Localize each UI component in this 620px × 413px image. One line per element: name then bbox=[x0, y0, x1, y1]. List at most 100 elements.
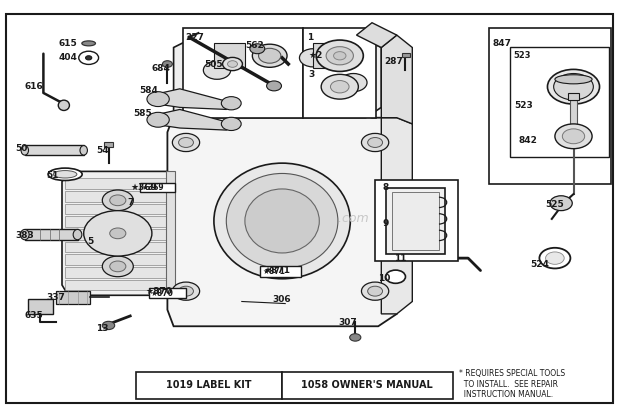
Circle shape bbox=[350, 334, 361, 341]
Text: 227: 227 bbox=[185, 33, 203, 42]
Text: 13: 13 bbox=[96, 324, 108, 333]
Ellipse shape bbox=[245, 189, 319, 253]
Bar bbox=[260, 266, 301, 277]
Circle shape bbox=[555, 124, 592, 149]
Circle shape bbox=[221, 117, 241, 131]
Text: 505: 505 bbox=[205, 59, 223, 69]
Text: 1058 OWNER'S MANUAL: 1058 OWNER'S MANUAL bbox=[301, 380, 433, 390]
Circle shape bbox=[179, 286, 193, 296]
Text: 616: 616 bbox=[25, 82, 43, 91]
Circle shape bbox=[562, 129, 585, 144]
Circle shape bbox=[259, 48, 281, 63]
Polygon shape bbox=[167, 116, 397, 326]
Circle shape bbox=[223, 57, 242, 71]
Bar bbox=[313, 43, 344, 68]
Circle shape bbox=[267, 81, 281, 91]
Bar bbox=[570, 100, 577, 136]
Text: 524: 524 bbox=[530, 260, 549, 269]
Bar bbox=[375, 180, 458, 261]
Bar bbox=[183, 28, 303, 118]
Text: ★369: ★369 bbox=[141, 183, 164, 192]
Text: 51: 51 bbox=[46, 171, 59, 180]
Text: 337: 337 bbox=[46, 293, 65, 302]
Text: 383: 383 bbox=[16, 231, 34, 240]
Circle shape bbox=[172, 282, 200, 300]
Ellipse shape bbox=[80, 145, 87, 155]
Circle shape bbox=[340, 74, 367, 92]
Ellipse shape bbox=[58, 100, 69, 110]
Bar bbox=[166, 171, 175, 295]
Text: 306: 306 bbox=[273, 295, 291, 304]
Text: 523: 523 bbox=[515, 101, 533, 110]
Circle shape bbox=[539, 248, 570, 268]
Bar bbox=[65, 254, 170, 265]
Circle shape bbox=[162, 61, 172, 67]
Bar bbox=[303, 28, 376, 118]
Text: ★369: ★369 bbox=[130, 183, 157, 192]
Ellipse shape bbox=[214, 163, 350, 279]
Circle shape bbox=[321, 74, 358, 99]
Circle shape bbox=[110, 228, 126, 239]
Ellipse shape bbox=[20, 230, 29, 240]
Circle shape bbox=[84, 211, 152, 256]
Circle shape bbox=[361, 133, 389, 152]
Text: ★871: ★871 bbox=[262, 267, 285, 276]
Circle shape bbox=[228, 61, 237, 67]
Circle shape bbox=[110, 195, 126, 206]
Polygon shape bbox=[152, 89, 236, 109]
Text: 287: 287 bbox=[384, 57, 403, 66]
Ellipse shape bbox=[555, 75, 592, 84]
Circle shape bbox=[386, 270, 405, 283]
Circle shape bbox=[546, 252, 564, 264]
Bar bbox=[136, 372, 282, 399]
Bar bbox=[282, 372, 453, 399]
Circle shape bbox=[203, 61, 231, 79]
Bar bbox=[65, 229, 170, 240]
Bar bbox=[28, 299, 53, 314]
Circle shape bbox=[102, 321, 115, 330]
Bar bbox=[140, 183, 175, 192]
Bar bbox=[65, 191, 170, 202]
Text: 847: 847 bbox=[493, 39, 512, 48]
Ellipse shape bbox=[226, 173, 338, 268]
Polygon shape bbox=[381, 118, 412, 314]
Ellipse shape bbox=[48, 168, 82, 180]
Bar bbox=[65, 178, 170, 189]
Bar bbox=[104, 142, 113, 147]
Circle shape bbox=[86, 56, 92, 60]
Polygon shape bbox=[62, 171, 174, 295]
Circle shape bbox=[547, 69, 600, 104]
Circle shape bbox=[110, 261, 126, 272]
Text: 8: 8 bbox=[383, 183, 389, 192]
Text: ★870: ★870 bbox=[151, 289, 174, 298]
Text: 5: 5 bbox=[87, 237, 93, 246]
Circle shape bbox=[179, 138, 193, 147]
Text: 10: 10 bbox=[378, 274, 391, 283]
Circle shape bbox=[102, 223, 133, 244]
Bar bbox=[56, 291, 90, 304]
Circle shape bbox=[252, 44, 287, 67]
Circle shape bbox=[79, 51, 99, 64]
Text: 684: 684 bbox=[152, 64, 171, 73]
Circle shape bbox=[147, 92, 169, 107]
Circle shape bbox=[550, 196, 572, 211]
Bar bbox=[25, 145, 84, 155]
Bar bbox=[402, 53, 410, 57]
Circle shape bbox=[299, 49, 327, 67]
Circle shape bbox=[102, 190, 133, 211]
Text: ★870: ★870 bbox=[146, 287, 172, 296]
Text: 3: 3 bbox=[308, 70, 314, 79]
Text: 562: 562 bbox=[245, 41, 264, 50]
Bar bbox=[568, 93, 579, 100]
Polygon shape bbox=[356, 23, 397, 47]
Text: 525: 525 bbox=[546, 200, 564, 209]
Circle shape bbox=[554, 74, 593, 100]
Circle shape bbox=[147, 112, 169, 127]
Text: ★871: ★871 bbox=[264, 266, 291, 275]
Circle shape bbox=[334, 52, 346, 60]
Text: onlinemowerparts.com: onlinemowerparts.com bbox=[226, 212, 370, 225]
Bar bbox=[65, 280, 170, 290]
Text: 523: 523 bbox=[513, 51, 531, 60]
Circle shape bbox=[172, 133, 200, 152]
Circle shape bbox=[368, 138, 383, 147]
